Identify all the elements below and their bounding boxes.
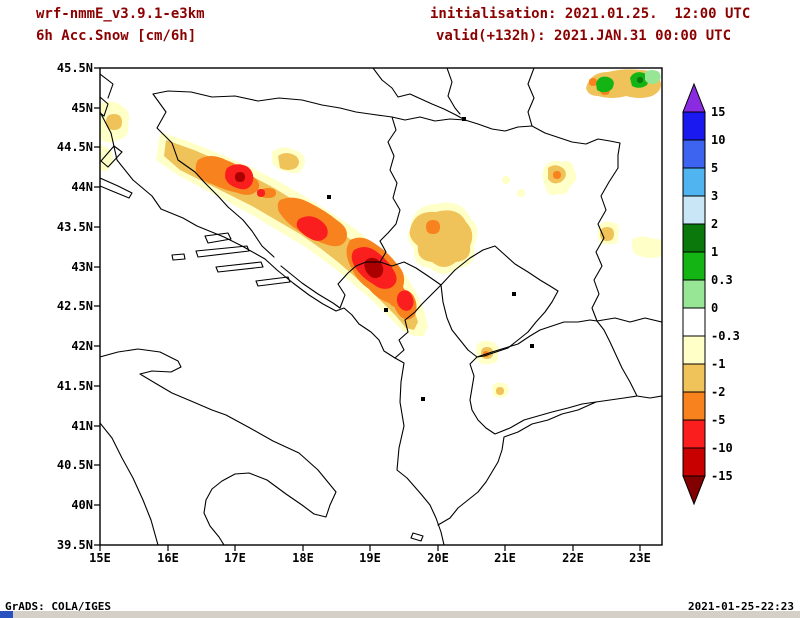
colorbar-label: -0.3: [711, 329, 740, 343]
colorbar-label: 15: [711, 105, 725, 119]
lat-label: 44.5N: [57, 140, 93, 154]
snow-shading-layer: [100, 69, 662, 398]
border-drina-bosnia-serbia: [379, 116, 401, 263]
colorbar-label: 10: [711, 133, 725, 147]
lon-label: 22E: [562, 551, 584, 565]
colorbar-label: 2: [711, 217, 718, 231]
header-initialisation: initialisation: 2021.01.25. 12:00 UTC: [430, 6, 751, 22]
border-danube: [372, 68, 621, 169]
shading-dark-red: [235, 172, 384, 279]
lat-axis-labels: 45.5N 45N 44.5N 44N 43.5N 43N 42.5N 42N …: [57, 61, 93, 552]
colorbar-segment: [682, 419, 706, 449]
lat-label: 40.5N: [57, 458, 93, 472]
colorbar-label: 5: [711, 161, 718, 175]
colorbar-segment: [682, 195, 706, 225]
shading-green: [596, 72, 649, 93]
colorbar-label: -5: [711, 413, 725, 427]
border-montenegro: [337, 261, 442, 359]
lat-label: 44N: [71, 180, 93, 194]
colorbar-segment: [682, 251, 706, 281]
colorbar-label: -10: [711, 441, 733, 455]
shading-gold: [106, 69, 661, 395]
border-serbia-bulgaria: [591, 167, 662, 323]
map-borders-layer: [100, 68, 662, 545]
colorbar-segment: [682, 335, 706, 365]
lon-label: 21E: [494, 551, 516, 565]
coastline-italy: [100, 348, 337, 545]
lat-label: 43N: [71, 260, 93, 274]
shading-red: [225, 164, 414, 311]
colorbar-segment: [682, 391, 706, 421]
lon-label: 20E: [427, 551, 449, 565]
border-macedonia: [469, 319, 638, 435]
colorbar-label: 0: [711, 301, 718, 315]
colorbar-segment: [682, 363, 706, 393]
footer-timestamp: 2021-01-25-22:23: [688, 600, 794, 613]
colorbar-segment: [682, 111, 706, 141]
shading-dark-green: [637, 77, 643, 83]
border-albania-greece: [437, 395, 662, 526]
colorbar-segment: [682, 167, 706, 197]
lon-axis-ticks: [99, 545, 641, 551]
lat-label: 40N: [71, 498, 93, 512]
lat-label: 43.5N: [57, 220, 93, 234]
colorbar-label: 1: [711, 245, 718, 259]
colorbar-label: -1: [711, 357, 725, 371]
colorbar-segment: [682, 139, 706, 169]
lat-label: 39.5N: [57, 538, 93, 552]
lon-label: 16E: [157, 551, 179, 565]
header-valid-time: valid(+132h): 2021.JAN.31 00:00 UTC: [436, 28, 732, 44]
lon-axis-labels: 15E 16E 17E 18E 19E 20E 21E 22E 23E: [89, 551, 651, 565]
colorbar-label: 0.3: [711, 273, 733, 287]
lon-label: 23E: [629, 551, 651, 565]
coastline-adriatic: [100, 111, 445, 545]
taskbar-blue-fragment: [0, 611, 13, 618]
footer-grads-credit: GrADS: COLA/IGES: [5, 600, 111, 613]
river-tisa: [446, 68, 461, 115]
lon-label: 19E: [359, 551, 381, 565]
lat-axis-ticks: [94, 67, 100, 546]
border-croatia-bosnia: [152, 93, 341, 309]
colorbar-label: -2: [711, 385, 725, 399]
colorbar-segment: [682, 447, 706, 477]
colorbar-labels: 15 10 5 3 2 1 0.3 0 -0.3 -1 -2 -5 -10 -1…: [711, 105, 740, 483]
colorbar-label: 3: [711, 189, 718, 203]
header-model-name: wrf-nmmE_v3.9.1-e3km: [36, 6, 205, 22]
colorbar-label: -15: [711, 469, 733, 483]
border-slovenia-croatia: [100, 73, 114, 99]
colorbar-segment: [682, 223, 706, 253]
border-serbia-romania-north: [527, 68, 535, 127]
lon-label: 15E: [89, 551, 111, 565]
colorbar-arrow-bottom: [682, 475, 706, 506]
taskbar-strip: [0, 611, 800, 618]
colorbar-arrow-top: [682, 82, 706, 113]
lat-label: 42.5N: [57, 299, 93, 313]
croatian-islands: [100, 96, 424, 542]
border-sava-river: [152, 90, 466, 122]
colorbar: 15 10 5 3 2 1 0.3 0 -0.3 -1 -2 -5 -10 -1…: [682, 82, 740, 506]
lon-label: 18E: [292, 551, 314, 565]
lat-label: 45N: [71, 101, 93, 115]
lat-label: 41N: [71, 419, 93, 433]
lat-label: 41.5N: [57, 379, 93, 393]
lon-label: 17E: [224, 551, 246, 565]
header-product-name: 6h Acc.Snow [cm/6h]: [36, 28, 197, 44]
shading-light-green: [645, 70, 661, 84]
colorbar-segment: [682, 279, 706, 309]
colorbar-segment: [682, 307, 706, 337]
lat-label: 45.5N: [57, 61, 93, 75]
border-kosovo: [440, 245, 559, 358]
lat-label: 42N: [71, 339, 93, 353]
